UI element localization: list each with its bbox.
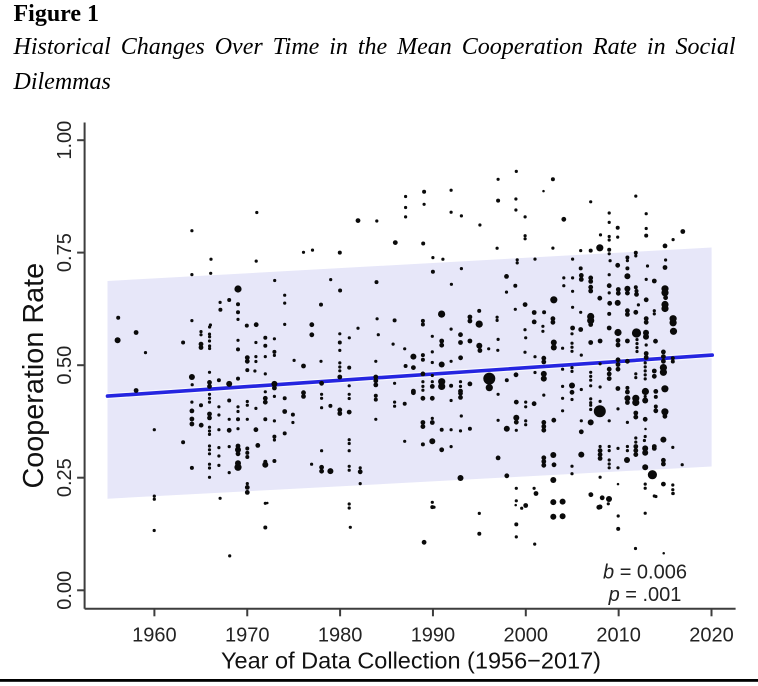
- svg-text:Year of Data Collection (1956−: Year of Data Collection (1956−2017): [221, 648, 601, 674]
- svg-text:2000: 2000: [504, 625, 549, 647]
- svg-text:0.75: 0.75: [54, 233, 76, 272]
- svg-text:1980: 1980: [318, 625, 363, 647]
- svg-text:1990: 1990: [411, 625, 456, 647]
- svg-text:Cooperation Rate: Cooperation Rate: [18, 263, 50, 489]
- svg-text:2020: 2020: [689, 625, 734, 647]
- svg-text:2010: 2010: [596, 625, 641, 647]
- svg-text:b = 0.006: b = 0.006: [603, 562, 687, 584]
- svg-text:0.50: 0.50: [54, 346, 76, 385]
- svg-text:p = .001: p = .001: [608, 584, 682, 606]
- svg-text:0.25: 0.25: [54, 458, 76, 497]
- svg-text:1970: 1970: [225, 625, 270, 647]
- svg-text:1960: 1960: [132, 625, 177, 647]
- svg-text:0.00: 0.00: [54, 571, 76, 610]
- svg-text:1.00: 1.00: [54, 121, 76, 160]
